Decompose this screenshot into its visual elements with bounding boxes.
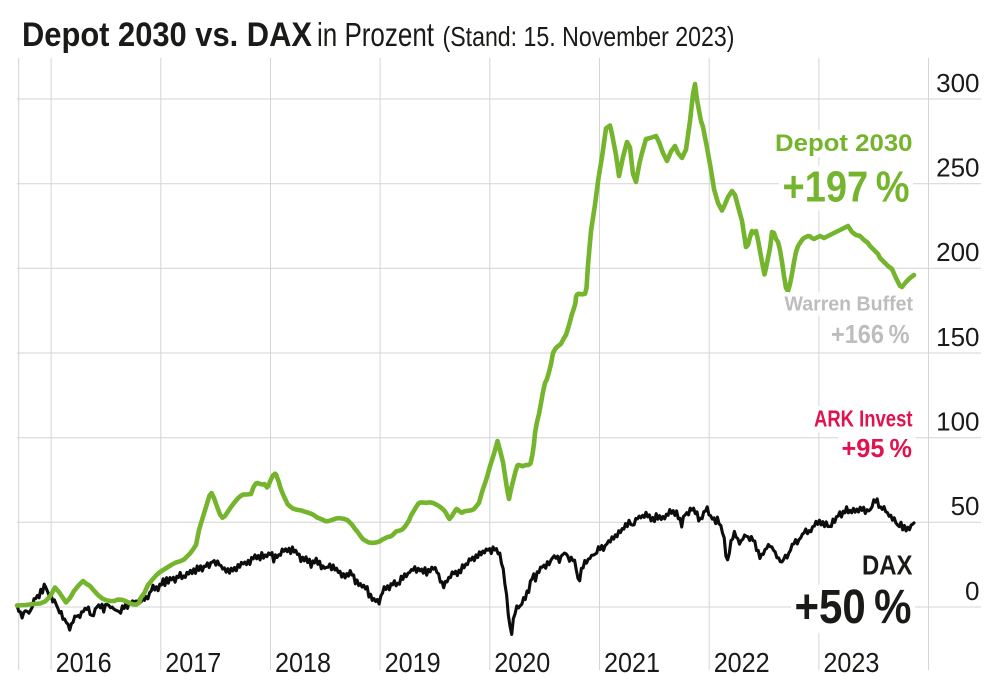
svg-text:Depot 2030: Depot 2030 (775, 130, 913, 157)
svg-text:0: 0 (965, 576, 979, 606)
svg-text:50: 50 (951, 491, 980, 521)
svg-text:DAX: DAX (862, 550, 913, 581)
svg-text:Warren Buffet: Warren Buffet (785, 294, 914, 316)
svg-text:(Stand: 15. November 2023): (Stand: 15. November 2023) (443, 21, 735, 52)
svg-text:+50 %: +50 % (795, 581, 912, 634)
svg-text:2023: 2023 (823, 647, 879, 678)
svg-text:200: 200 (936, 237, 979, 267)
svg-text:100: 100 (936, 407, 979, 437)
svg-text:2017: 2017 (165, 647, 221, 678)
svg-text:+95 %: +95 % (842, 433, 913, 463)
svg-text:2021: 2021 (604, 647, 660, 678)
svg-text:2020: 2020 (494, 647, 550, 678)
svg-text:2018: 2018 (275, 647, 331, 678)
svg-text:2019: 2019 (385, 647, 441, 678)
svg-text:250: 250 (936, 153, 979, 183)
svg-text:150: 150 (936, 322, 979, 352)
svg-text:2016: 2016 (56, 647, 112, 678)
svg-text:Depot 2030 vs. DAX: Depot 2030 vs. DAX (22, 16, 312, 54)
svg-text:300: 300 (936, 68, 979, 98)
svg-text:in Prozent: in Prozent (317, 16, 434, 53)
svg-text:+166 %: +166 % (831, 319, 910, 349)
svg-text:ARK Invest: ARK Invest (814, 406, 913, 432)
svg-text:+197 %: +197 % (783, 163, 910, 212)
svg-text:2022: 2022 (714, 647, 770, 678)
